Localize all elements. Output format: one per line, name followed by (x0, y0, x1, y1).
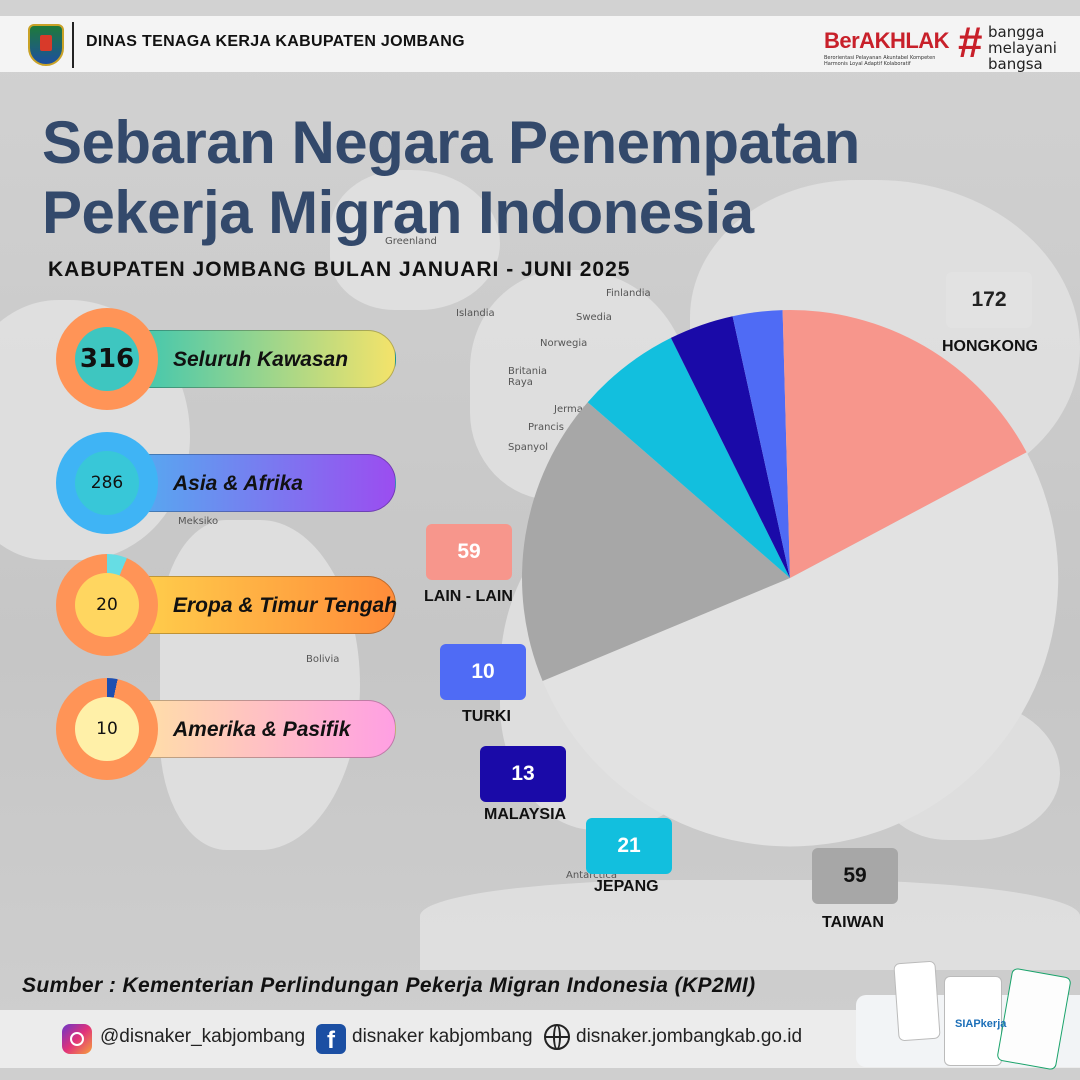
map-label: Islandia (456, 308, 495, 319)
berakhlak-tagline-line: Berorientasi Pelayanan Akuntabel Kompete… (824, 55, 936, 61)
pie-slice-lain-lain (782, 309, 1027, 578)
region-label: Amerika & Pasifik (173, 718, 351, 741)
tagline-word: bangga (988, 23, 1045, 41)
source-note: Sumber : Kementerian Perlindungan Pekerj… (22, 974, 756, 997)
region-ring-center: 10 (75, 697, 139, 761)
region-value: 316 (79, 344, 135, 374)
siapkerja-logo: SIAPkerja (955, 1018, 1007, 1030)
region-ring-center: 286 (75, 451, 139, 515)
bangga-melayani-bangsa-logo: bangga melayani bangsa (988, 24, 1057, 72)
tagline-word: bangsa (988, 55, 1043, 73)
map-label: Swedia (576, 312, 612, 323)
region-label: Eropa & Timur Tengah (173, 594, 398, 617)
pie-slice-hongkong (542, 452, 1059, 847)
map-label: Bolivia (306, 654, 340, 665)
map-label: Jerman (554, 404, 590, 415)
value-box-malaysia: 13 (480, 746, 566, 802)
berakhlak-tagline-line: Harmonis Loyal Adaptif Kolaboratif (824, 61, 911, 67)
map-label: Britania Raya (508, 366, 548, 388)
website-link[interactable]: disnaker.jombangkab.go.id (576, 1026, 803, 1047)
phone-mockup (944, 976, 1002, 1066)
facebook-icon: f (316, 1024, 346, 1054)
value-box-turki: 10 (440, 644, 526, 700)
category-label-jepang: JEPANG (594, 878, 659, 895)
map-label: Prancis (528, 422, 564, 433)
title-line-1: Sebaran Negara Penempatan (42, 109, 860, 176)
page-subtitle: KABUPATEN JOMBANG BULAN JANUARI - JUNI 2… (48, 258, 631, 281)
berakhlak-tagline: Berorientasi Pelayanan Akuntabel Kompete… (824, 55, 954, 67)
map-land-south-america (160, 520, 360, 850)
pie-slice-malaysia (670, 316, 790, 578)
region-pill: Seluruh Kawasan (110, 330, 396, 388)
title-line-2: Pekerja Migran Indonesia (42, 179, 754, 246)
pie-slice-jepang (587, 337, 790, 578)
region-progress-ring: 316 (56, 308, 158, 410)
header-divider (72, 22, 74, 68)
jombang-seal-logo (28, 24, 64, 66)
value-box-taiwan: 59 (812, 848, 898, 904)
pie-slice-taiwan (522, 402, 790, 681)
map-label: Finlandia (606, 288, 651, 299)
region-ring-center: 20 (75, 573, 139, 637)
agency-name: DINAS TENAGA KERJA KABUPATEN JOMBANG (86, 33, 465, 50)
pie-slice-turki (732, 310, 790, 578)
map-land-antarctica (420, 880, 1080, 970)
facebook-handle[interactable]: disnaker kabjombang (352, 1026, 533, 1047)
instagram-handle[interactable]: @disnaker_kabjombang (100, 1026, 306, 1047)
region-progress-ring: 10 (56, 678, 158, 780)
instagram-icon (62, 1024, 92, 1054)
berakhlak-logo: BerAKHLAK (824, 28, 950, 53)
header-bar (0, 16, 1080, 72)
map-land-greenland (330, 170, 500, 310)
category-label-turki: TURKI (462, 708, 511, 725)
globe-icon (544, 1024, 570, 1050)
page-title: Sebaran Negara Penempatan Pekerja Migran… (42, 108, 860, 248)
region-progress-ring: 286 (56, 432, 158, 534)
value-box-lain-lain: 59 (426, 524, 512, 580)
region-value: 286 (90, 473, 124, 493)
region-label: Seluruh Kawasan (173, 348, 349, 371)
map-label: Meksiko (178, 516, 219, 527)
category-label-malaysia: MALAYSIA (484, 806, 567, 823)
value-box-jepang: 21 (586, 818, 672, 874)
tagline-word: melayani (988, 39, 1057, 57)
map-label: Spanyol (508, 442, 548, 453)
region-label: Asia & Afrika (173, 472, 303, 495)
hashtag-icon: # (958, 18, 983, 67)
phone-mockup (893, 960, 941, 1042)
region-value: 20 (96, 595, 118, 615)
map-label: Antarctica (566, 870, 617, 881)
region-ring-center: 316 (75, 327, 139, 391)
category-label-hongkong: HONGKONG (942, 338, 1038, 355)
region-value: 10 (96, 719, 118, 739)
map-label: Greenland (385, 236, 437, 247)
value-box-hongkong: 172 (946, 272, 1032, 328)
category-label-taiwan: TAIWAN (822, 914, 884, 931)
category-label-lain-lain: LAIN - LAIN (424, 588, 513, 605)
region-progress-ring: 20 (56, 554, 158, 656)
map-label: Norwegia (540, 338, 588, 349)
